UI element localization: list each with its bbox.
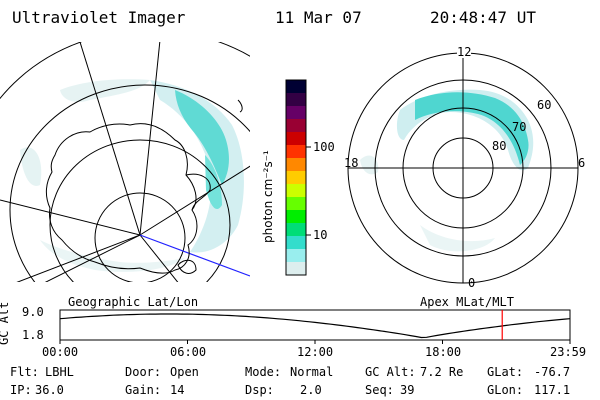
colorbar-segment	[286, 80, 306, 94]
coastline	[45, 123, 198, 274]
colorbar-segment	[286, 171, 306, 185]
footer-glat-value: -76.7	[534, 365, 571, 379]
altitude-plot-frame	[59, 309, 571, 341]
footer-ip-value: 36.0	[35, 383, 64, 397]
altitude-curve	[59, 313, 571, 339]
colorbar-segment	[286, 236, 306, 250]
altitude-xtick-0000: 00:00	[42, 345, 79, 359]
colorbar-frame	[285, 79, 307, 276]
mlt-label-bottom: 0	[468, 276, 476, 290]
altitude-ytick-9: 9.0	[22, 305, 44, 319]
altitude-ylabel: GC Alt	[0, 301, 11, 345]
footer-dsp-label: Dsp:	[245, 383, 274, 397]
altitude-xtick-1200: 12:00	[297, 345, 334, 359]
colorbar-tick-100: 100	[313, 140, 335, 154]
colorbar-segment	[286, 210, 306, 224]
mlat-label-70: 70	[512, 120, 527, 134]
colorbar-tick-10: 10	[313, 228, 328, 242]
footer-mode-value: Normal	[290, 365, 334, 379]
colorbar	[286, 80, 306, 276]
altitude-xtick-0600: 06:00	[170, 345, 207, 359]
geographic-map	[0, 42, 250, 282]
colorbar-segment	[286, 262, 306, 276]
footer-mode-label: Mode:	[245, 365, 282, 379]
colorbar-segment	[286, 197, 306, 211]
colorbar-segment	[286, 158, 306, 172]
altitude-xtick-1800: 18:00	[425, 345, 462, 359]
altitude-plot	[59, 309, 571, 344]
colorbar-segment	[286, 93, 306, 107]
footer-gain-value: 14	[170, 383, 185, 397]
time-label: 20:48:47 UT	[430, 8, 536, 27]
right-aurora-emission	[360, 89, 534, 252]
footer-gcalt-value: 7.2 Re	[420, 365, 464, 379]
mlat-label-80: 80	[492, 139, 507, 153]
footer-glat-label: GLat:	[487, 365, 524, 379]
colorbar-segment	[286, 132, 306, 146]
colorbar-segment	[286, 106, 306, 120]
footer-glon-value: 117.1	[534, 383, 571, 397]
mlat-label-60: 60	[537, 98, 552, 112]
colorbar-segment	[286, 249, 306, 263]
orbit-track	[139, 234, 250, 277]
altitude-ytick-1-8: 1.8	[22, 328, 44, 342]
mlt-label-top: 12	[457, 45, 472, 59]
right-map-title: Apex MLat/MLT	[420, 295, 514, 309]
footer-glon-label: GLon:	[487, 383, 524, 397]
left-map-title: Geographic Lat/Lon	[68, 295, 199, 309]
colorbar-segment	[286, 145, 306, 159]
footer-gcalt-label: GC Alt:	[365, 365, 416, 379]
footer-flt-label: Flt:	[10, 365, 39, 379]
latitude-circles	[0, 42, 250, 282]
longitude-lines	[0, 42, 250, 282]
date-label: 11 Mar 07	[275, 8, 362, 27]
left-aurora-emission	[20, 79, 244, 272]
footer-door-value: Open	[170, 365, 199, 379]
mlt-label-left: 18	[344, 156, 359, 170]
footer-door-label: Door:	[125, 365, 162, 379]
footer-seq-value: 39	[400, 383, 415, 397]
footer-seq-label: Seq:	[365, 383, 394, 397]
mlt-label-right: 6	[578, 156, 586, 170]
colorbar-segment	[286, 119, 306, 133]
mlt-lines	[348, 53, 578, 283]
footer-ip-label: IP:	[10, 383, 32, 397]
footer-gain-label: Gain:	[125, 383, 162, 397]
colorbar-unit-label: photon cm⁻²s⁻¹	[261, 150, 275, 243]
footer-flt-value: LBHL	[45, 365, 74, 379]
colorbar-segment	[286, 223, 306, 237]
polar-map	[347, 52, 579, 284]
altitude-xtick-2359: 23:59	[550, 345, 587, 359]
instrument-title: Ultraviolet Imager	[12, 8, 186, 27]
colorbar-segment	[286, 184, 306, 198]
footer-dsp-value: 2.0	[300, 383, 322, 397]
